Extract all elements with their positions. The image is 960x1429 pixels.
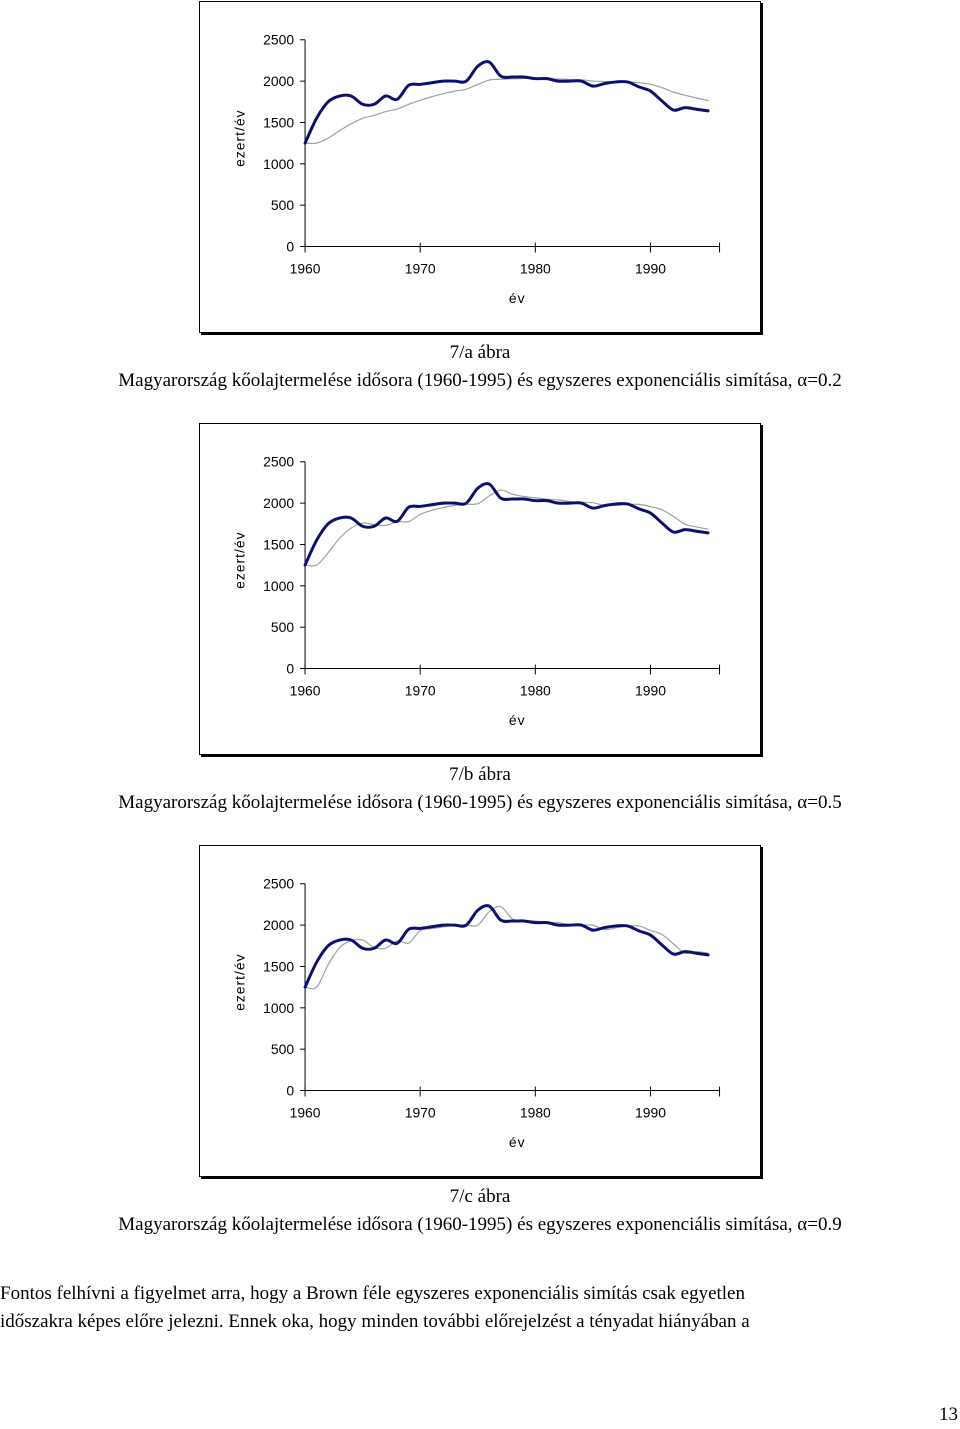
y-tick-label: 2000	[263, 73, 294, 89]
x-axis-title: év	[509, 1134, 526, 1150]
paragraph-line-2: időszakra képes előre jelezni. Ennek oka…	[0, 1311, 750, 1332]
series-line-smoothed	[304, 905, 709, 990]
y-tick-label: 0	[286, 238, 294, 254]
x-tick-label: 1980	[520, 260, 551, 276]
y-tick-label: 2000	[263, 917, 294, 933]
caption-7a: 7/a ábra Magyarország kőolajtermelése id…	[0, 339, 960, 395]
x-tick-label: 1990	[635, 1104, 666, 1120]
chart-7a-svg: 0 500 1000 1500 2000 2500 1960 1970 1980 1990 év ez…	[231, 32, 721, 306]
y-tick-label: 2500	[263, 454, 294, 470]
series-line-actual	[303, 60, 710, 145]
y-tick-label: 1500	[263, 536, 294, 552]
caption-7c: 7/c ábra Magyarország kőolajtermelése id…	[0, 1183, 960, 1239]
y-tick-label: 0	[286, 1082, 294, 1098]
x-tick-label: 1970	[405, 260, 436, 276]
x-tick-label: 1960	[290, 260, 321, 276]
figure-label: 7/a ábra	[449, 342, 511, 363]
y-tick-label: 1000	[263, 156, 294, 172]
x-tick-label: 1980	[520, 682, 551, 698]
chart-7b-svg: 0 500 1000 1500 2000 2500 1960 1970 1980 1990 év ez…	[231, 454, 721, 728]
y-tick-label: 2000	[263, 495, 294, 511]
series-line-smoothed	[304, 77, 709, 145]
x-tick-label: 1960	[290, 682, 321, 698]
y-axis-title: ezert/év	[231, 109, 247, 166]
y-tick-label: 500	[271, 619, 294, 635]
y-tick-label: 0	[286, 660, 294, 676]
x-tick-label: 1960	[290, 1104, 321, 1120]
y-axis-title: ezert/év	[231, 531, 247, 588]
x-tick-label: 1990	[635, 682, 666, 698]
chart-7c-svg: 0 500 1000 1500 2000 2500 1960 1970 1980 1990 év ez…	[231, 876, 721, 1150]
x-tick-label: 1970	[405, 1104, 436, 1120]
figure-description: Magyarország kőolajtermelése idősora (19…	[118, 370, 842, 391]
y-tick-label: 500	[271, 197, 294, 213]
series-line-actual	[303, 904, 710, 989]
chart-7b: 0 500 1000 1500 2000 2500 1960 1970 1980 1990 év ez…	[199, 423, 761, 755]
chart-7a: 0 500 1000 1500 2000 2500 1960 1970 1980 1990 év ez…	[199, 1, 761, 333]
y-tick-label: 2500	[263, 876, 294, 892]
figure-description: Magyarország kőolajtermelése idősora (19…	[118, 792, 842, 813]
series-line-smoothed	[304, 489, 709, 567]
y-tick-label: 2500	[263, 32, 294, 48]
figure-label: 7/b ábra	[449, 764, 511, 785]
y-tick-label: 1500	[263, 114, 294, 130]
series-line-actual	[303, 482, 710, 567]
x-tick-label: 1970	[405, 682, 436, 698]
figure-description: Magyarország kőolajtermelése idősora (19…	[118, 1214, 842, 1235]
paragraph-line-1: Fontos felhívni a figyelmet arra, hogy a…	[0, 1283, 745, 1304]
y-tick-label: 1500	[263, 958, 294, 974]
y-tick-label: 500	[271, 1041, 294, 1057]
x-tick-label: 1980	[520, 1104, 551, 1120]
y-tick-label: 1000	[263, 1000, 294, 1016]
caption-7b: 7/b ábra Magyarország kőolajtermelése id…	[0, 761, 960, 817]
figure-label: 7/c ábra	[449, 1186, 511, 1207]
chart-7c: 0 500 1000 1500 2000 2500 1960 1970 1980 1990 év ez…	[199, 845, 761, 1177]
y-axis-title: ezert/év	[231, 953, 247, 1010]
x-axis-title: év	[509, 290, 526, 306]
x-tick-label: 1990	[635, 260, 666, 276]
y-tick-label: 1000	[263, 578, 294, 594]
x-axis-title: év	[509, 712, 526, 728]
body-paragraph: Fontos felhívni a figyelmet arra, hogy a…	[0, 1280, 960, 1336]
page-number: 13	[939, 1404, 958, 1425]
